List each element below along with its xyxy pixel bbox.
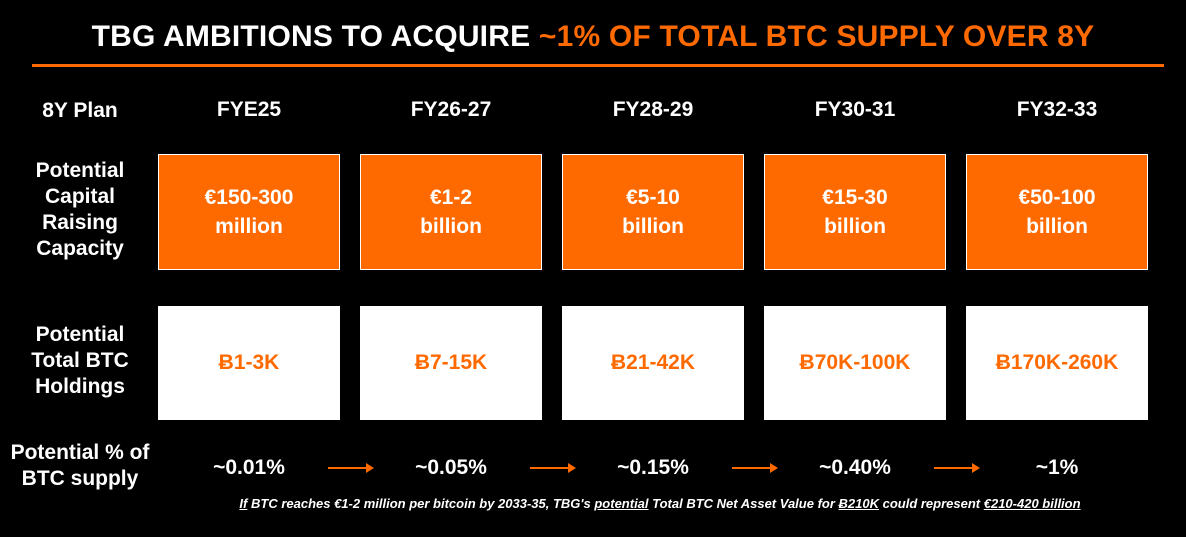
title-accent: ~1% OF TOTAL BTC SUPPLY OVER 8Y — [538, 20, 1095, 53]
footnote-text: BTC reaches €1-2 million per bitcoin by … — [247, 496, 595, 511]
holdings-value: Ƀ70K-100K — [799, 351, 911, 374]
footnote-text: could represent — [878, 496, 984, 511]
arrow-right-icon — [934, 463, 980, 473]
supply-percent: ~0.05% — [415, 456, 487, 479]
footnote: If BTC reaches €1-2 million per bitcoin … — [160, 496, 1160, 511]
capital-amount: €150-300 — [204, 186, 294, 209]
footnote-text: Total BTC Net Asset Value for — [648, 496, 839, 511]
row-label-holdings: Potential Total BTC Holdings — [31, 323, 129, 398]
arrow-right-icon — [328, 463, 374, 473]
supply-percent: ~1% — [1035, 456, 1079, 479]
footnote-potential: potential — [594, 496, 649, 511]
capital-box: €50-100 billion — [966, 154, 1148, 270]
holdings-box: Ƀ7-15K — [360, 306, 542, 420]
footnote-btc: Ƀ210K — [838, 496, 879, 511]
capital-box: €150-300 million — [158, 154, 340, 270]
capital-amount: €5-10 — [626, 186, 680, 209]
capital-unit: billion — [824, 215, 886, 238]
supply-percent: ~0.40% — [819, 456, 891, 479]
capital-unit: billion — [420, 215, 482, 238]
holdings-box: Ƀ1-3K — [158, 306, 340, 420]
capital-unit: million — [215, 215, 283, 238]
holdings-value: Ƀ7-15K — [414, 351, 488, 374]
holdings-value: Ƀ170K-260K — [995, 351, 1119, 374]
page-title: TBG AMBITIONS TO ACQUIRE ~1% OF TOTAL BT… — [0, 20, 1186, 54]
title-underline — [32, 64, 1164, 67]
row-label-plan: 8Y Plan — [42, 99, 118, 122]
period-header: FY26-27 — [410, 98, 492, 121]
holdings-box: Ƀ21-42K — [562, 306, 744, 420]
capital-unit: billion — [622, 215, 684, 238]
holdings-box: Ƀ70K-100K — [764, 306, 946, 420]
holdings-box: Ƀ170K-260K — [966, 306, 1148, 420]
arrow-right-icon — [530, 463, 576, 473]
period-header: FY28-29 — [612, 98, 694, 121]
holdings-value: Ƀ21-42K — [610, 351, 696, 374]
footnote-eur: €210-420 billion — [983, 496, 1081, 511]
holdings-value: Ƀ1-3K — [218, 351, 280, 374]
arrow-right-icon — [732, 463, 778, 473]
row-label-capital: Potential Capital Raising Capacity — [35, 159, 125, 260]
period-header: FYE25 — [216, 98, 282, 121]
row-label-supply: Potential % of BTC supply — [10, 441, 150, 490]
capital-amount: €50-100 — [1018, 186, 1096, 209]
capital-box: €5-10 billion — [562, 154, 744, 270]
supply-percent: ~0.01% — [213, 456, 285, 479]
capital-amount: €1-2 — [429, 186, 472, 209]
title-main: TBG AMBITIONS TO ACQUIRE — [91, 20, 539, 53]
period-header: FY32-33 — [1016, 98, 1098, 121]
capital-box: €1-2 billion — [360, 154, 542, 270]
supply-percent: ~0.15% — [617, 456, 689, 479]
footnote-if: If — [239, 496, 248, 511]
capital-box: €15-30 billion — [764, 154, 946, 270]
capital-amount: €15-30 — [822, 186, 888, 209]
capital-unit: billion — [1026, 215, 1088, 238]
period-header: FY30-31 — [814, 98, 896, 121]
